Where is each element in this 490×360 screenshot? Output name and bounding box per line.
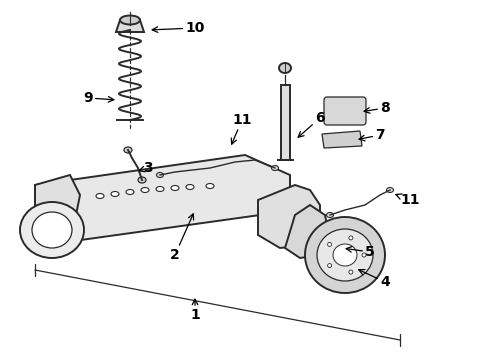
- Text: 2: 2: [170, 214, 194, 262]
- Polygon shape: [322, 131, 362, 148]
- Text: 1: 1: [190, 299, 200, 322]
- Ellipse shape: [96, 194, 104, 198]
- Ellipse shape: [186, 184, 194, 189]
- Ellipse shape: [156, 186, 164, 192]
- Ellipse shape: [171, 185, 179, 190]
- Ellipse shape: [305, 217, 385, 293]
- Ellipse shape: [328, 242, 332, 246]
- Text: 4: 4: [359, 270, 390, 289]
- Text: 10: 10: [152, 21, 205, 35]
- Text: 6: 6: [298, 111, 325, 137]
- Ellipse shape: [326, 212, 334, 217]
- Ellipse shape: [141, 188, 149, 193]
- Polygon shape: [35, 175, 80, 235]
- Ellipse shape: [349, 236, 353, 240]
- Ellipse shape: [124, 147, 132, 153]
- Text: 11: 11: [396, 193, 420, 207]
- FancyBboxPatch shape: [324, 97, 366, 125]
- Ellipse shape: [20, 202, 84, 258]
- Ellipse shape: [328, 264, 332, 267]
- Ellipse shape: [362, 253, 366, 257]
- Ellipse shape: [120, 15, 140, 24]
- Ellipse shape: [32, 212, 72, 248]
- Text: 3: 3: [139, 161, 153, 175]
- Ellipse shape: [349, 270, 353, 274]
- FancyBboxPatch shape: [280, 85, 290, 160]
- Polygon shape: [35, 155, 290, 245]
- Text: 11: 11: [231, 113, 252, 144]
- Polygon shape: [285, 205, 330, 258]
- Ellipse shape: [138, 177, 146, 183]
- Ellipse shape: [156, 172, 164, 177]
- Text: 7: 7: [359, 128, 385, 142]
- Ellipse shape: [271, 166, 278, 171]
- Text: 8: 8: [364, 101, 390, 115]
- Ellipse shape: [387, 188, 393, 193]
- Text: 9: 9: [83, 91, 114, 105]
- Ellipse shape: [111, 192, 119, 197]
- Polygon shape: [258, 185, 320, 248]
- Ellipse shape: [279, 63, 291, 73]
- Ellipse shape: [333, 244, 357, 266]
- Text: 5: 5: [346, 245, 375, 259]
- Polygon shape: [116, 20, 144, 32]
- Ellipse shape: [206, 184, 214, 189]
- Ellipse shape: [317, 229, 373, 281]
- Ellipse shape: [126, 189, 134, 194]
